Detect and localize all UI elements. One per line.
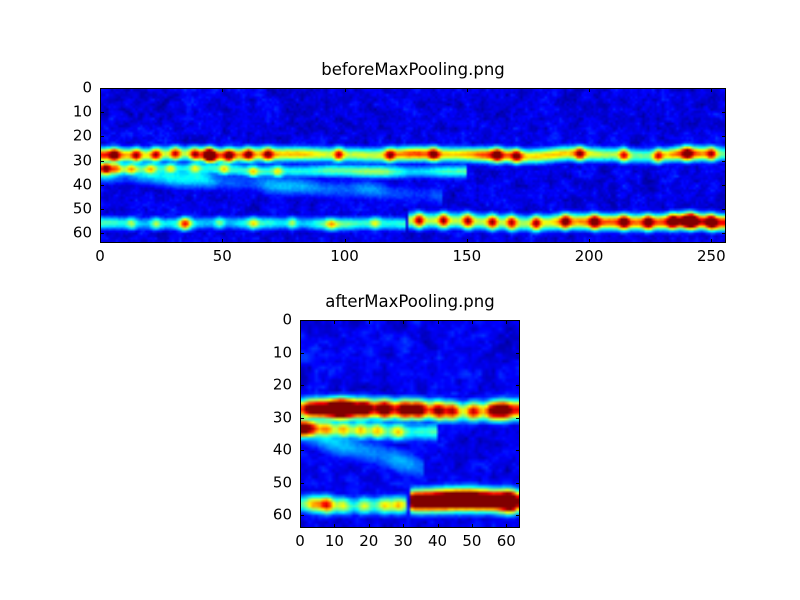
ytick-label: 50 (72, 199, 92, 218)
xtick-mark (403, 320, 405, 324)
ytick-mark (722, 160, 726, 162)
ytick-mark (300, 450, 304, 451)
xtick-mark (711, 88, 713, 92)
ytick-mark (100, 160, 104, 162)
xtick-label: 50 (462, 532, 482, 550)
xtick-mark (471, 320, 473, 324)
ytick-mark (100, 184, 104, 186)
ytick-label: 20 (72, 126, 92, 145)
ytick-label: 40 (272, 440, 292, 459)
xtick-mark (368, 320, 370, 324)
heatmap-image-after-max-pooling (301, 321, 519, 527)
ytick-mark (300, 417, 304, 419)
xtick-label: 0 (295, 532, 305, 550)
axes-title-before-max-pooling: beforeMaxPooling.png (321, 60, 505, 79)
ytick-label: 30 (272, 408, 292, 426)
ytick-mark (300, 482, 304, 484)
plot-frame-before-max-pooling (100, 88, 726, 243)
xtick-mark (589, 239, 591, 243)
xtick-mark (437, 320, 439, 324)
ytick-mark (722, 209, 726, 211)
ytick-mark (516, 417, 520, 419)
ytick-mark (516, 450, 520, 451)
xtick-mark (222, 88, 224, 92)
xtick-label: 200 (574, 247, 604, 265)
xtick-label: 50 (212, 247, 232, 265)
ytick-mark (722, 233, 726, 235)
xtick-mark (711, 239, 713, 243)
xtick-mark (506, 524, 508, 528)
ytick-label: 10 (272, 343, 292, 361)
ytick-mark (516, 482, 520, 484)
axes-title-after-max-pooling: afterMaxPooling.png (325, 292, 495, 311)
xtick-label: 20 (359, 532, 379, 550)
xtick-mark (222, 239, 224, 243)
ytick-mark (722, 184, 726, 186)
ytick-label: 50 (272, 473, 292, 491)
xtick-mark (589, 88, 591, 92)
ytick-mark (516, 352, 520, 354)
xtick-mark (334, 320, 336, 324)
heatmap-image-before-max-pooling (101, 89, 725, 242)
ytick-mark (300, 515, 304, 516)
plot-frame-after-max-pooling (300, 320, 520, 528)
ytick-mark (100, 112, 104, 114)
xtick-mark (334, 524, 336, 528)
ytick-mark (516, 385, 520, 386)
xtick-mark (471, 524, 473, 528)
ytick-label: 0 (82, 78, 92, 97)
ytick-mark (722, 136, 726, 138)
xtick-mark (344, 88, 346, 92)
xtick-mark (368, 524, 370, 528)
ytick-label: 60 (272, 505, 292, 524)
xtick-mark (403, 524, 405, 528)
xtick-mark (100, 239, 101, 243)
xtick-mark (437, 524, 439, 528)
xtick-label: 30 (393, 532, 413, 550)
xtick-mark (300, 320, 301, 324)
xtick-label: 60 (496, 532, 516, 550)
ytick-mark (100, 136, 104, 138)
ytick-mark (300, 385, 304, 386)
ytick-mark (722, 112, 726, 114)
ytick-mark (100, 209, 104, 211)
xtick-label: 150 (452, 247, 482, 265)
ytick-mark (100, 233, 104, 235)
axes-after-max-pooling: afterMaxPooling.png 0 10 20 30 40 50 60 0 10 20 30… (273, 293, 520, 549)
xtick-mark (506, 320, 508, 324)
ytick-label: 10 (72, 102, 92, 121)
xtick-mark (300, 524, 301, 528)
ytick-mark (300, 320, 304, 321)
ytick-mark (300, 352, 304, 354)
xtick-label: 100 (330, 247, 359, 265)
ytick-mark (722, 88, 726, 89)
xtick-mark (100, 88, 101, 92)
ytick-mark (516, 515, 520, 516)
xtick-label: 0 (95, 247, 105, 265)
ytick-label: 20 (272, 375, 292, 394)
xtick-label: 10 (324, 532, 344, 550)
xtick-label: 40 (427, 532, 448, 550)
ytick-label: 40 (72, 175, 92, 194)
xtick-mark (466, 88, 468, 92)
xtick-mark (344, 239, 346, 243)
ytick-mark (100, 88, 104, 89)
ytick-label: 0 (282, 310, 292, 329)
xtick-label: 250 (697, 247, 726, 265)
ytick-label: 30 (72, 151, 92, 170)
axes-before-max-pooling: beforeMaxPooling.png 0 50 100 150 200 250 0 10 2… (73, 61, 726, 264)
ytick-label: 60 (72, 223, 92, 242)
xtick-mark (466, 239, 468, 243)
ytick-mark (516, 320, 520, 321)
